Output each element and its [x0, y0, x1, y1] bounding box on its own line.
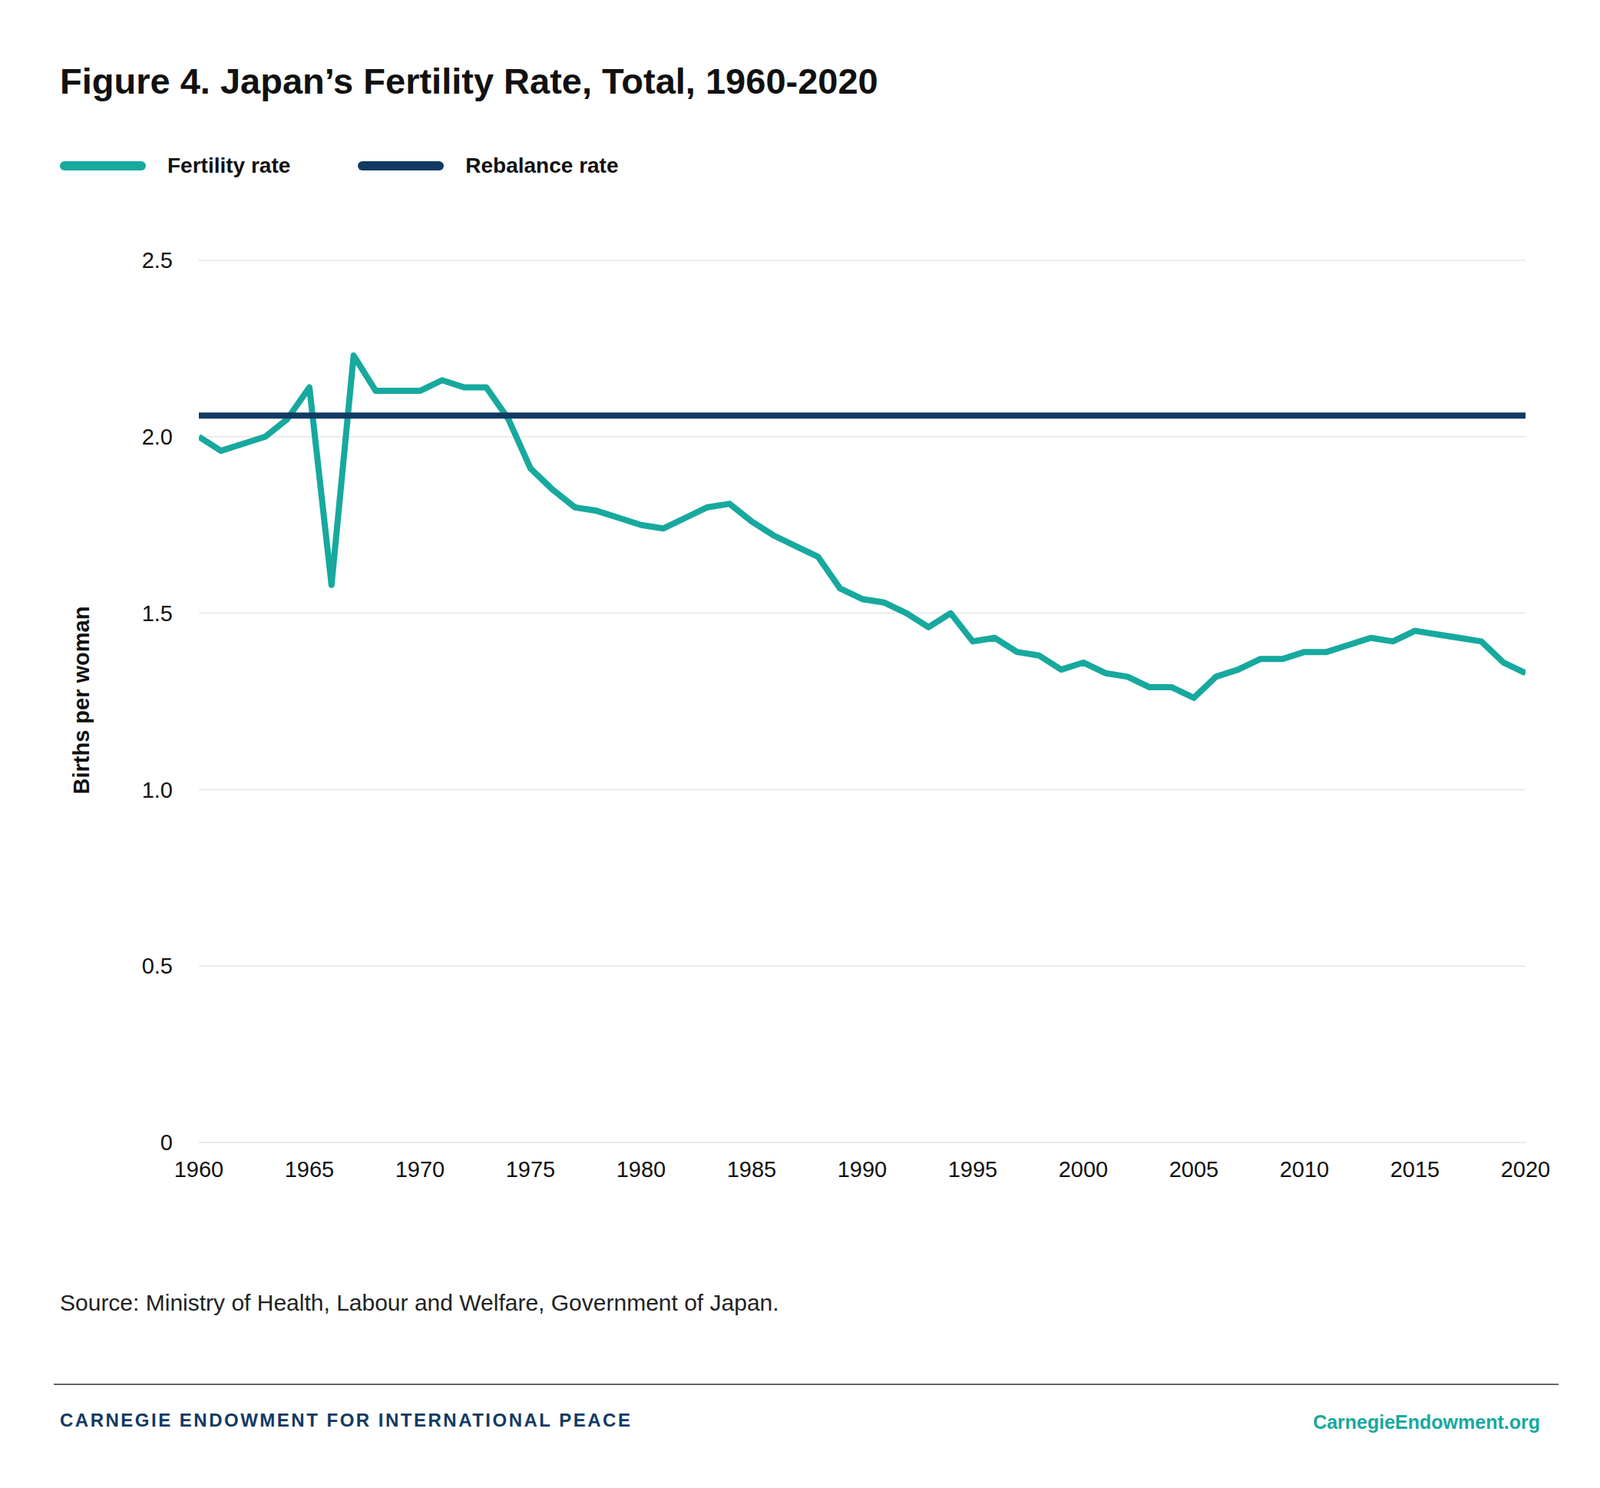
- svg-text:0: 0: [160, 1130, 173, 1155]
- html-text:CarnegieEndowment.org: CarnegieEndowment.org: [1312, 1411, 1541, 1433]
- svg-text:1990: 1990: [837, 1157, 888, 1182]
- svg-text:1970: 1970: [395, 1157, 446, 1182]
- svg-text:2.0: 2.0: [142, 424, 173, 450]
- svg-text:1.5: 1.5: [142, 601, 173, 626]
- svg-text:1980: 1980: [616, 1157, 667, 1182]
- svg-text:2.5: 2.5: [142, 247, 173, 273]
- svg-text:2020: 2020: [1500, 1157, 1551, 1182]
- svg-text:1965: 1965: [284, 1157, 335, 1182]
- svg-text:1960: 1960: [174, 1157, 225, 1182]
- html-text:Source: Ministry of Health, La: Source: Ministry of Health, Labour and W…: [59, 1289, 779, 1316]
- html-text:Births per woman: Births per woman: [68, 606, 94, 795]
- svg-text:1975: 1975: [505, 1157, 556, 1182]
- svg-text:1.0: 1.0: [142, 777, 173, 803]
- svg-text:2015: 2015: [1390, 1157, 1441, 1182]
- html-text:Rebalance rate: Rebalance rate: [465, 153, 619, 178]
- svg-text:1995: 1995: [948, 1157, 999, 1182]
- svg-text:1985: 1985: [727, 1157, 777, 1182]
- html-text:Figure 4. Japan’s Fertility Ra: Figure 4. Japan’s Fertility Rate, Total,…: [59, 60, 879, 102]
- html-text:Fertility rate: Fertility rate: [167, 153, 291, 178]
- svg-text:2010: 2010: [1279, 1157, 1330, 1182]
- svg-text:0.5: 0.5: [142, 953, 173, 979]
- html-text:CARNEGIE ENDOWMENT FOR INTERNA: CARNEGIE ENDOWMENT FOR INTERNATIONAL PEA…: [59, 1409, 633, 1431]
- svg-text:2000: 2000: [1058, 1157, 1109, 1182]
- svg-text:2005: 2005: [1169, 1157, 1220, 1182]
